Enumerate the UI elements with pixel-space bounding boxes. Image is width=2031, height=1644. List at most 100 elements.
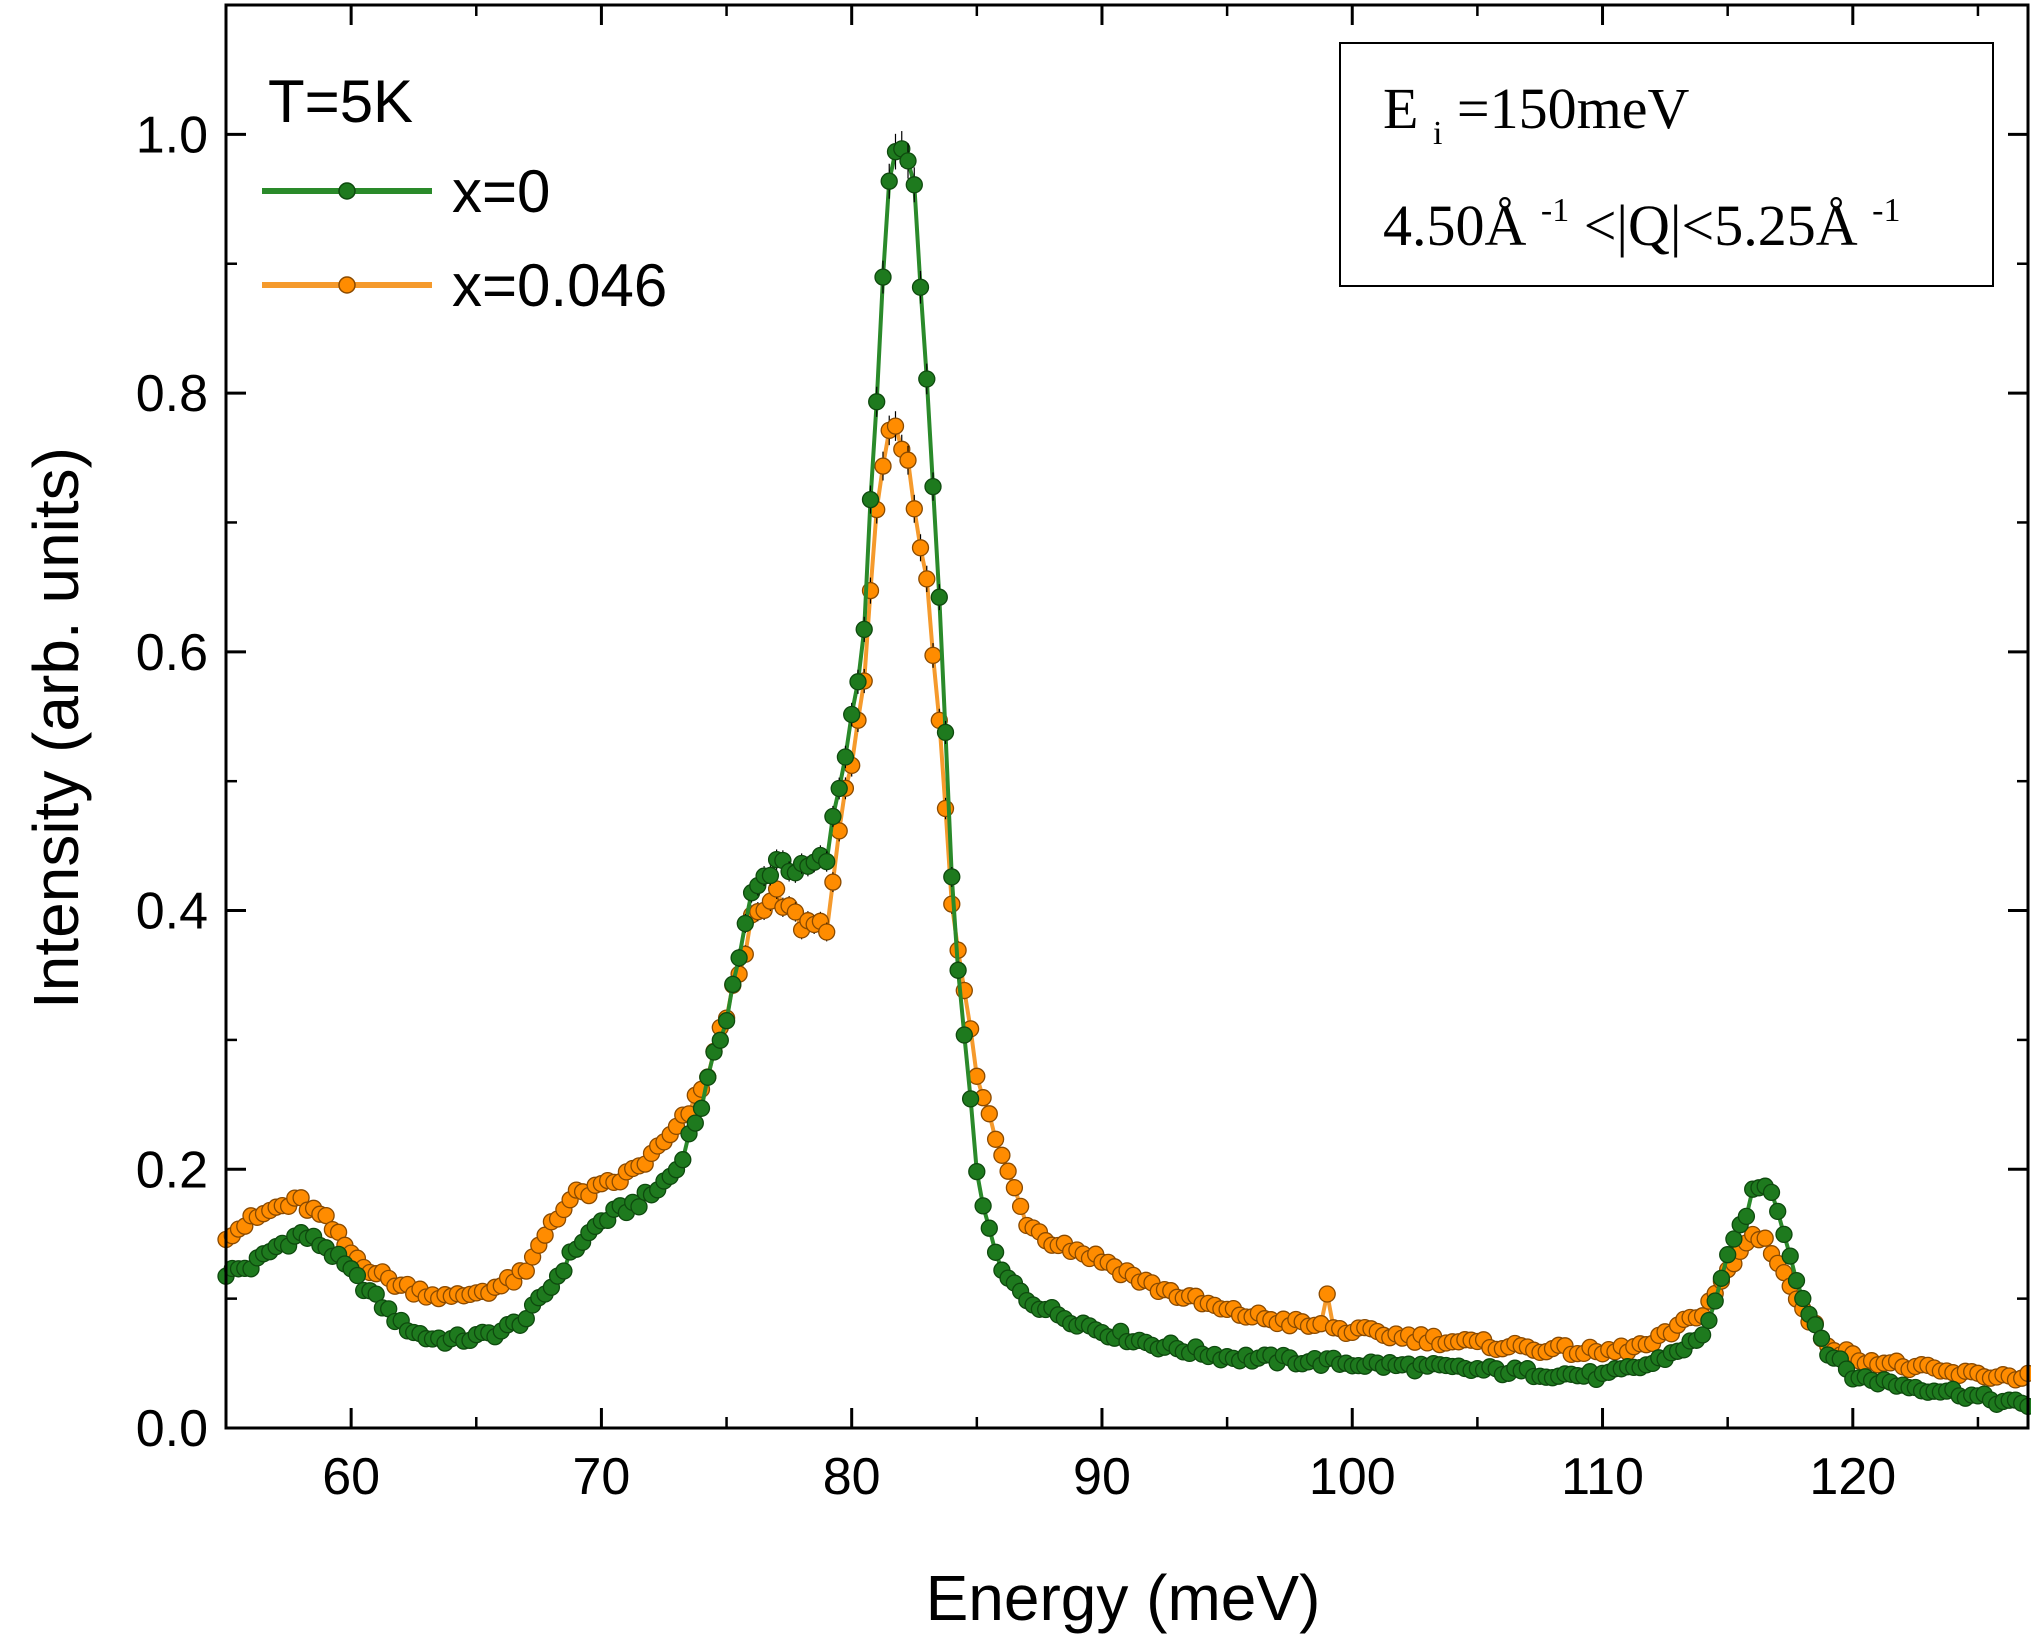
y-tick-label: 0.4 (136, 883, 208, 941)
data-point (911, 539, 930, 557)
data-point (730, 949, 748, 967)
data-point (736, 914, 754, 933)
data-point (899, 451, 917, 469)
data-point (786, 903, 805, 921)
data-point (717, 1012, 736, 1030)
data-layer (217, 131, 2031, 1416)
data-point (824, 807, 842, 826)
annotation-q-range: 4.50Å -1 <|Q|<5.25Å -1 (1383, 169, 1900, 258)
y-axis-title: Intensity (arb. units) (20, 447, 92, 1009)
data-point (918, 370, 936, 388)
data-point (686, 1114, 704, 1132)
data-point (1756, 1229, 1774, 1247)
data-point (761, 866, 780, 885)
data-point (880, 172, 898, 190)
data-point (924, 646, 942, 665)
data-point (930, 588, 948, 606)
data-point (555, 1262, 573, 1280)
data-point (868, 393, 886, 411)
legend-item-x0: x=0 (262, 158, 550, 225)
data-point (517, 1262, 535, 1280)
data-point (924, 477, 942, 496)
data-point (348, 1266, 367, 1285)
data-point (824, 873, 842, 891)
data-point (1725, 1230, 1743, 1248)
data-point (836, 748, 855, 766)
data-point (1737, 1207, 1756, 1226)
data-point (986, 1130, 1005, 1148)
data-point (1812, 1329, 1831, 1347)
annotation-frame (1339, 42, 1994, 287)
data-point (974, 1197, 992, 1215)
x-tick-label: 60 (322, 1448, 380, 1506)
x-tick-label: 110 (1561, 1448, 1644, 1506)
data-point (980, 1219, 998, 1237)
y-tick-label: 0.2 (136, 1141, 208, 1199)
data-point (1005, 1179, 1024, 1197)
data-point (1706, 1292, 1724, 1310)
data-point (711, 1031, 729, 1049)
data-point (1781, 1247, 1799, 1265)
data-point (961, 1090, 980, 1108)
legend-title: T=5K (268, 68, 413, 135)
annotation-ei-rest: =150meV (1457, 76, 1690, 141)
data-point (905, 500, 923, 518)
data-point (886, 417, 905, 435)
y-tick-label: 1.0 (136, 106, 208, 164)
y-tick-label: 0.6 (136, 624, 208, 682)
legend-marker-x0 (338, 182, 356, 200)
x-axis-title: Energy (meV) (926, 1562, 1321, 1634)
y-tick-label: 0.0 (136, 1400, 208, 1458)
annotation-box: E i =150meV 4.50Å -1 <|Q|<5.25Å -1 (1339, 42, 1994, 287)
data-point (830, 779, 848, 798)
data-point (874, 457, 892, 475)
data-point (1775, 1225, 1793, 1244)
data-point (986, 1243, 1005, 1261)
data-point (818, 852, 836, 871)
data-point (692, 1099, 711, 1117)
x-tick-label: 70 (572, 1448, 630, 1506)
x-tick-label: 90 (1073, 1448, 1131, 1506)
data-point (1011, 1197, 1030, 1216)
plot-frame (224, 3, 2030, 1430)
x-tick-label: 100 (1309, 1448, 1396, 1506)
data-point (899, 152, 917, 170)
x-tick-label: 80 (823, 1448, 881, 1506)
data-point (317, 1206, 335, 1225)
annotation-q-low-sup: -1 (1541, 192, 1569, 229)
annotation-ei: E i =150meV (1383, 76, 1689, 157)
data-point (843, 705, 861, 724)
data-point (1762, 1183, 1781, 1202)
y-tick-label: 0.8 (136, 365, 208, 423)
data-point (1794, 1289, 1812, 1308)
data-point (818, 923, 836, 941)
data-point (949, 961, 967, 979)
legend-label-x0046: x=0.046 (452, 252, 667, 319)
series-x=0.046 (217, 411, 2031, 1389)
data-point (874, 268, 892, 286)
data-point (1318, 1285, 1336, 1303)
legend-item-x0046: x=0.046 (262, 252, 667, 319)
legend-label-x0: x=0 (452, 158, 550, 225)
data-point (1693, 1326, 1712, 1344)
data-point (980, 1105, 998, 1123)
data-point (1712, 1269, 1731, 1287)
annotation-ei-base: E (1383, 76, 1418, 141)
x-tick-label: 120 (1809, 1448, 1896, 1506)
data-point (936, 799, 955, 818)
data-point (674, 1151, 692, 1169)
data-point (968, 1067, 986, 1085)
data-point (855, 620, 873, 639)
legend: T=5K x=0 x=0.046 (262, 68, 667, 319)
data-point (1719, 1246, 1737, 1264)
data-point (943, 868, 961, 886)
data-point (630, 1198, 648, 1216)
data-point (905, 176, 923, 194)
annotation-q-high-sup: -1 (1872, 192, 1900, 229)
axes-layer: 60 70 80 90 100 110 120 0.0 0.2 0.4 0.6 0.8 1.0 (136, 3, 2030, 1506)
data-point (861, 490, 880, 509)
annotation-q-mid: <|Q|<5.25Å (1584, 193, 1858, 258)
data-point (1700, 1311, 1718, 1330)
data-point (699, 1068, 717, 1086)
data-point (955, 1026, 973, 1044)
